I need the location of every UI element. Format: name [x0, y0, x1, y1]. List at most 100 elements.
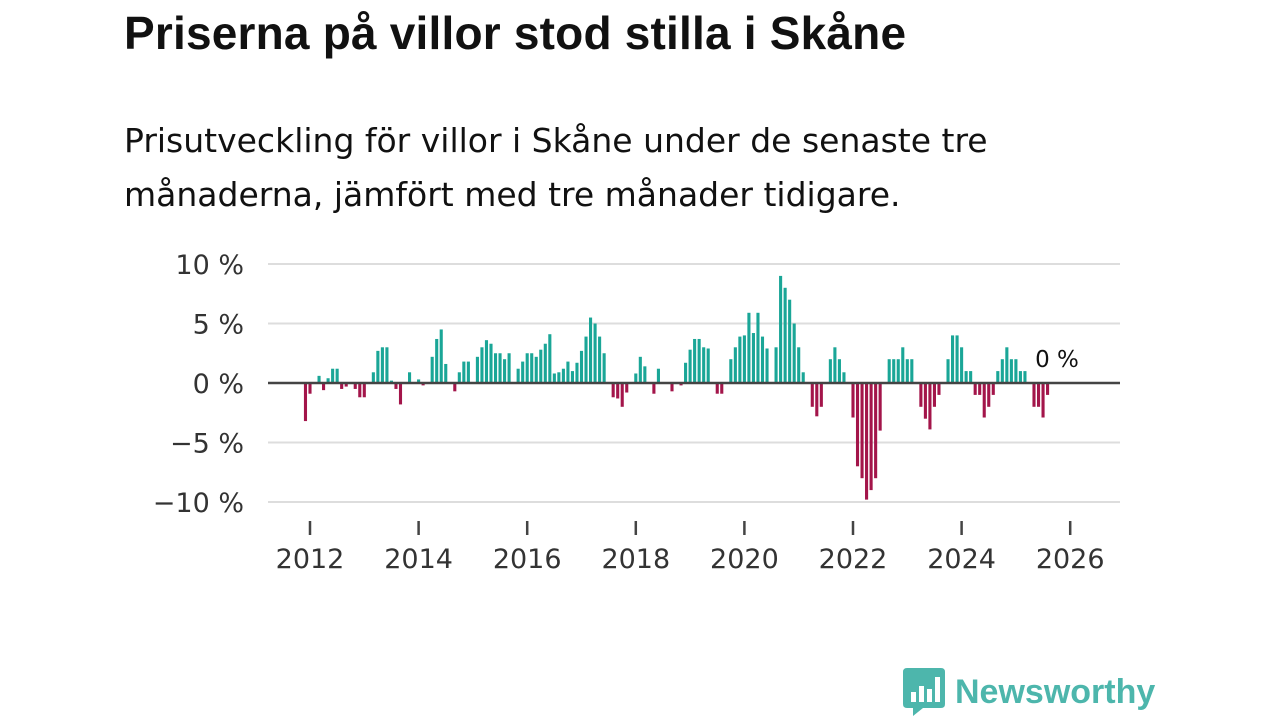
bar	[326, 378, 330, 383]
bar	[991, 383, 995, 395]
bar-chart-speech-icon	[903, 668, 945, 716]
bar	[756, 312, 760, 383]
bar	[697, 338, 701, 383]
bar	[1005, 347, 1009, 383]
bar	[457, 372, 461, 383]
bar	[598, 336, 602, 383]
bar	[385, 347, 389, 383]
bar	[932, 383, 936, 407]
bar	[394, 383, 398, 389]
bar	[878, 383, 882, 431]
bar	[593, 323, 597, 383]
bar	[910, 359, 914, 383]
bar	[507, 353, 511, 383]
bar	[960, 347, 964, 383]
bar	[579, 350, 584, 383]
y-tick-label: 10 %	[175, 250, 244, 281]
bar	[819, 383, 823, 407]
newsworthy-logo: Newsworthy	[903, 668, 1155, 716]
bar	[837, 359, 841, 383]
bar	[602, 353, 606, 383]
bar	[552, 373, 556, 383]
bar	[453, 383, 457, 392]
bar	[643, 366, 647, 383]
bar	[1009, 359, 1013, 383]
bar	[362, 383, 366, 398]
bar	[620, 383, 624, 407]
bar	[815, 383, 819, 417]
bar	[905, 359, 909, 383]
bar	[417, 379, 421, 383]
bar	[783, 287, 787, 383]
x-tick-label: 2022	[819, 544, 888, 575]
bar	[1046, 383, 1050, 395]
bar	[869, 383, 873, 491]
bars	[303, 275, 1050, 500]
bar	[398, 383, 403, 405]
bar	[860, 383, 864, 479]
bar	[996, 371, 1000, 383]
last-value-annotation: 0 %	[1035, 347, 1079, 373]
bar	[670, 383, 674, 392]
bar	[589, 317, 593, 383]
bar	[855, 383, 860, 467]
bar	[896, 359, 900, 383]
bar	[987, 383, 991, 407]
bar	[462, 361, 466, 383]
bar	[774, 347, 778, 383]
bar	[530, 353, 534, 383]
bar	[733, 347, 737, 383]
bar	[1023, 371, 1027, 383]
x-tick-label: 2016	[493, 544, 562, 575]
bar	[435, 338, 439, 383]
bar	[797, 347, 801, 383]
bar	[557, 372, 561, 383]
bar	[892, 359, 896, 383]
x-tick-label: 2014	[384, 544, 453, 575]
labels: 10 % 5 % 0 % −5 % −10 % 2012 2014 2016 2018 2020 2…	[153, 250, 1105, 575]
bar	[978, 383, 982, 395]
bar	[751, 333, 755, 383]
bar	[919, 383, 923, 407]
bar	[638, 356, 642, 383]
bar	[353, 383, 357, 389]
x-tick-label: 2026	[1036, 544, 1105, 575]
bar	[982, 383, 986, 418]
bar	[1014, 359, 1018, 383]
bar	[656, 368, 660, 383]
bar	[1032, 383, 1036, 407]
chart-title: Priserna på villor stod stilla i Skåne	[124, 7, 907, 59]
bar	[688, 349, 692, 383]
bar	[760, 336, 765, 383]
bar	[430, 356, 434, 383]
bar	[521, 361, 525, 383]
bar	[792, 323, 796, 383]
bar	[371, 372, 375, 383]
bar	[964, 371, 968, 383]
bar	[747, 312, 751, 383]
bar	[1018, 371, 1022, 383]
bar	[706, 348, 710, 383]
bar	[340, 383, 344, 389]
bar	[946, 359, 950, 383]
bar	[865, 383, 869, 500]
bar	[344, 383, 348, 387]
bar	[1041, 383, 1045, 418]
bar	[828, 359, 832, 383]
bar	[444, 363, 448, 383]
bar	[616, 383, 620, 399]
bar	[715, 383, 719, 394]
bar	[652, 383, 656, 394]
bar	[376, 350, 380, 383]
bar	[738, 336, 742, 383]
bar	[842, 372, 846, 383]
bar	[570, 371, 574, 383]
bar	[928, 383, 932, 430]
bar	[625, 383, 629, 393]
y-tick-label: −5 %	[170, 429, 244, 460]
y-tick-label: 5 %	[193, 310, 244, 341]
bar	[534, 356, 538, 383]
bar	[973, 383, 977, 395]
bar	[684, 362, 688, 383]
bar	[358, 383, 362, 398]
